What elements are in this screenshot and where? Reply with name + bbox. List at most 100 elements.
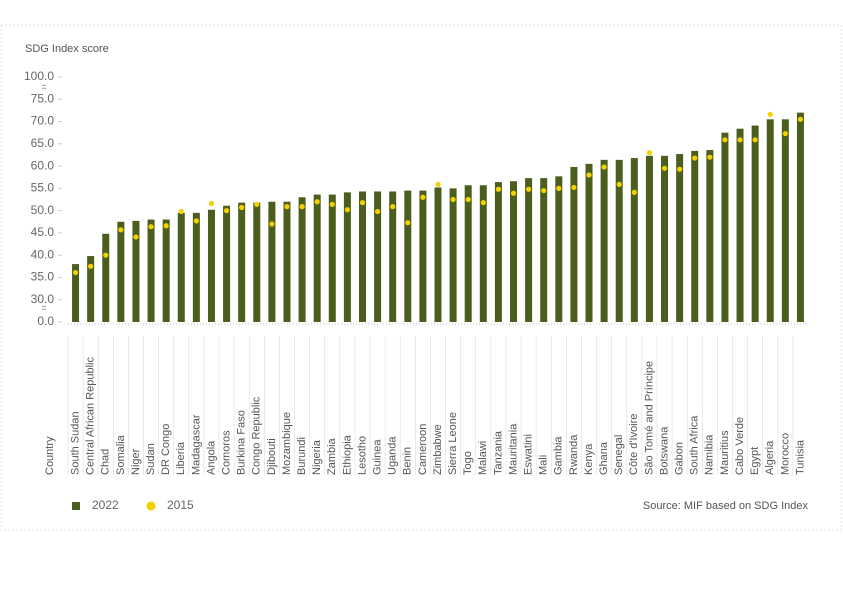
- x-tick-label: Tunisia: [794, 439, 806, 475]
- x-tick-label: Sudan: [145, 443, 157, 475]
- y-tick-label: 0.0: [37, 314, 54, 328]
- dot: [420, 194, 426, 200]
- dot: [405, 220, 411, 226]
- y-tick-label: 30.0: [31, 292, 55, 306]
- bar: [404, 190, 412, 322]
- x-tick-label: Nigeria: [311, 439, 323, 475]
- bar: [313, 194, 321, 322]
- dot: [223, 208, 230, 214]
- x-tick-label: Benin: [402, 447, 414, 475]
- y-tick-label: 40.0: [31, 247, 55, 261]
- x-tick-label: Zimbabwe: [432, 424, 444, 475]
- dot: [601, 164, 607, 170]
- bar: [494, 182, 502, 322]
- y-tick-label: 50.0: [31, 203, 55, 217]
- dot: [359, 200, 366, 206]
- bar: [540, 178, 548, 322]
- x-tick-label: Angola: [205, 440, 217, 475]
- bar: [525, 178, 533, 322]
- bar: [389, 191, 397, 322]
- x-tick-label: Tanzania: [492, 430, 504, 475]
- y-tick-label: 60.0: [31, 158, 55, 172]
- dot: [707, 154, 713, 160]
- y-tick-label: 65.0: [31, 136, 55, 150]
- dot: [722, 137, 728, 143]
- x-tick-label: Mozambique: [281, 412, 293, 475]
- dot: [269, 221, 275, 227]
- x-tick-label: Lesotho: [356, 436, 368, 475]
- x-tick-label: Uganda: [387, 436, 399, 475]
- y-tick-label: 70.0: [31, 114, 55, 128]
- bar: [87, 256, 95, 322]
- bar: [736, 128, 744, 322]
- dot: [526, 186, 532, 192]
- dot: [450, 196, 456, 203]
- dot: [148, 224, 154, 230]
- bar: [343, 192, 351, 322]
- y-tick-label: 45.0: [31, 225, 55, 239]
- x-tick-label: Algeria: [764, 440, 776, 475]
- x-tick-label: Niger: [130, 448, 142, 475]
- bar: [630, 158, 638, 322]
- x-tick-label: Gabon: [674, 442, 686, 475]
- x-tick-label: Comoros: [220, 430, 232, 475]
- bar: [676, 154, 684, 322]
- x-tick-label: Rwanda: [568, 434, 580, 475]
- dot: [571, 184, 577, 191]
- bar: [223, 205, 231, 322]
- dot: [314, 199, 320, 205]
- x-axis-title: Country: [44, 436, 56, 475]
- dot: [495, 186, 502, 192]
- bar: [661, 155, 669, 322]
- dot: [556, 185, 562, 191]
- x-tick-label: Central African Republic: [85, 356, 97, 475]
- dot: [163, 223, 169, 229]
- bar: [706, 150, 714, 322]
- bar: [796, 112, 804, 323]
- dot: [239, 204, 245, 211]
- x-tick-label: Somalia: [115, 434, 127, 475]
- bar: [721, 132, 729, 322]
- y-tick-label: 55.0: [31, 181, 55, 195]
- bar: [162, 219, 170, 322]
- x-tick-label: Malawi: [477, 441, 489, 475]
- x-tick-label: Egypt: [749, 447, 761, 475]
- x-tick-label: Ethiopia: [341, 434, 353, 475]
- bar: [479, 185, 487, 322]
- x-tick-label: Cabo Verde: [734, 417, 746, 475]
- bar: [268, 201, 276, 322]
- x-tick-label: Togo: [462, 451, 474, 475]
- dot: [133, 234, 139, 240]
- x-tick-label: Zambia: [326, 437, 338, 475]
- y-tick-label: 35.0: [31, 270, 55, 284]
- bar: [192, 212, 200, 322]
- bar: [207, 209, 215, 322]
- bar: [283, 201, 291, 322]
- bar: [434, 187, 442, 322]
- x-tick-label: South Africa: [689, 415, 701, 475]
- bar: [72, 264, 80, 322]
- dot: [299, 204, 305, 210]
- x-tick-label: Côte d'Ivoire: [628, 414, 640, 475]
- dot: [737, 137, 743, 143]
- legend-label: 2015: [167, 498, 194, 512]
- legend-label: 2022: [92, 498, 119, 512]
- x-tick-label: Eswatini: [523, 434, 535, 475]
- dot: [390, 204, 396, 210]
- bar: [177, 212, 185, 322]
- dot: [677, 166, 683, 172]
- bar: [464, 185, 472, 322]
- dot: [616, 181, 622, 187]
- dot: [510, 190, 517, 196]
- bar: [645, 155, 653, 322]
- x-tick-label: Madagascar: [190, 414, 202, 475]
- x-tick-label: Burkina Faso: [236, 410, 248, 475]
- x-tick-label: Morocco: [779, 433, 791, 475]
- dot: [284, 204, 290, 210]
- bar: [358, 191, 366, 322]
- x-tick-label: Mali: [538, 455, 550, 475]
- dot: [435, 181, 441, 187]
- y-tick-label: 100.0: [24, 69, 54, 83]
- x-tick-label: DR Congo: [160, 424, 172, 475]
- dot: [692, 155, 698, 161]
